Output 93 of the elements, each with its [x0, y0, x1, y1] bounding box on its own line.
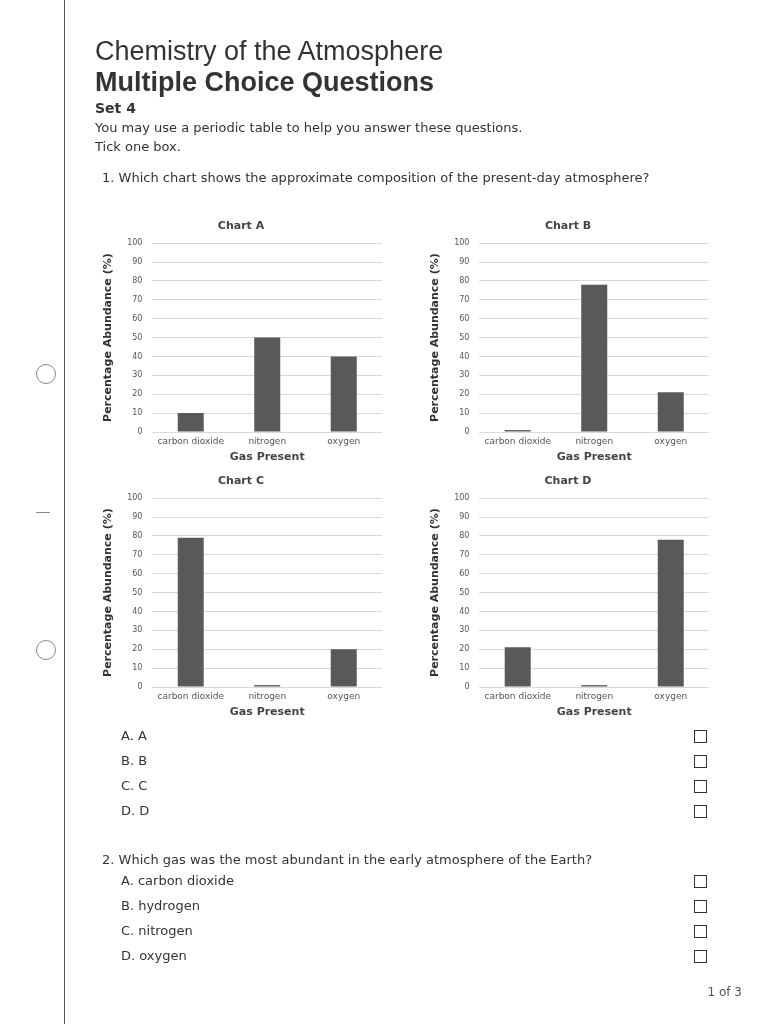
- text: B. B: [121, 753, 148, 768]
- bar: [330, 356, 357, 432]
- text: Multiple Choice Questions: [95, 67, 436, 98]
- y-tick-label: 90: [132, 257, 143, 267]
- text: C. nitrogen: [121, 923, 193, 938]
- y-tick-label: 80: [132, 531, 143, 541]
- x-tick-label: oxygen: [654, 435, 688, 446]
- y-tick-label: 30: [132, 625, 143, 635]
- y-tick-label: 70: [132, 294, 143, 304]
- text: A. A: [121, 728, 147, 743]
- y-tick-label: 100: [127, 238, 143, 248]
- text: Chemistry of the Atmosphere: [95, 36, 445, 67]
- y-tick-label: 50: [459, 332, 470, 342]
- bar: [657, 392, 684, 432]
- x-tick-label: oxygen: [327, 690, 361, 701]
- y-tick-label: 80: [459, 531, 470, 541]
- y-tick-label: 100: [454, 493, 470, 503]
- chart-title: Chart B: [544, 219, 592, 233]
- text: D. oxygen: [121, 948, 187, 963]
- y-tick-label: 90: [459, 257, 470, 267]
- y-tick-label: 60: [459, 313, 470, 323]
- x-axis-title: Gas Present: [556, 450, 632, 464]
- bar: [177, 413, 204, 432]
- y-tick-label: 100: [454, 238, 470, 248]
- y-tick-label: 90: [132, 512, 143, 522]
- y-axis-title: Percentage Abundance (%): [428, 253, 442, 422]
- text: Tick one box.: [95, 139, 182, 154]
- y-tick-label: 40: [459, 606, 470, 616]
- x-tick-label: nitrogen: [248, 435, 287, 446]
- bar: [657, 539, 684, 687]
- text: A. carbon dioxide: [121, 873, 234, 888]
- x-tick-label: carbon dioxide: [484, 435, 552, 446]
- y-tick-label: 50: [132, 587, 143, 597]
- text: 1. Which chart shows the approximate composition of the present-day atmosphere?: [102, 170, 651, 185]
- y-tick-label: 30: [132, 370, 143, 380]
- y-tick-label: 20: [459, 644, 470, 654]
- x-tick-label: nitrogen: [575, 435, 614, 446]
- y-tick-label: 20: [132, 644, 143, 654]
- text: B. hydrogen: [121, 898, 200, 913]
- y-tick-label: 60: [459, 568, 470, 578]
- y-tick-label: 40: [459, 351, 470, 361]
- y-tick-label: 20: [459, 389, 470, 399]
- y-tick-label: 80: [132, 276, 143, 286]
- bar: [581, 284, 608, 432]
- text: 2. Which gas was the most abundant in the early atmosphere of the Earth?: [102, 852, 594, 867]
- x-tick-label: carbon dioxide: [157, 435, 225, 446]
- y-tick-label: 40: [132, 606, 143, 616]
- bar: [254, 337, 281, 432]
- y-tick-label: 50: [132, 332, 143, 342]
- x-axis-title: Gas Present: [556, 705, 632, 719]
- y-tick-label: 90: [459, 512, 470, 522]
- y-tick-label: 60: [132, 313, 143, 323]
- text: Set 4: [95, 100, 137, 116]
- y-tick-label: 70: [459, 294, 470, 304]
- y-tick-label: 0: [137, 682, 143, 692]
- y-tick-label: 70: [132, 549, 143, 559]
- y-tick-label: 20: [132, 389, 143, 399]
- y-tick-label: 0: [137, 427, 143, 437]
- bar: [504, 647, 531, 687]
- y-axis-title: Percentage Abundance (%): [101, 253, 115, 422]
- y-axis-title: Percentage Abundance (%): [428, 508, 442, 677]
- x-tick-label: oxygen: [327, 435, 361, 446]
- y-tick-label: 30: [459, 370, 470, 380]
- x-tick-label: carbon dioxide: [157, 690, 225, 701]
- text: C. C: [121, 778, 148, 793]
- y-tick-label: 10: [132, 408, 143, 418]
- y-tick-label: 0: [464, 427, 470, 437]
- y-tick-label: 60: [132, 568, 143, 578]
- bar: [177, 537, 204, 687]
- x-axis-title: Gas Present: [229, 450, 305, 464]
- x-tick-label: nitrogen: [248, 690, 287, 701]
- chart-title: Chart C: [218, 474, 264, 488]
- y-tick-label: 10: [132, 663, 143, 673]
- y-axis-title: Percentage Abundance (%): [101, 508, 115, 677]
- y-tick-label: 10: [459, 408, 470, 418]
- y-tick-label: 100: [127, 493, 143, 503]
- x-tick-label: nitrogen: [575, 690, 614, 701]
- chart-title: Chart D: [544, 474, 592, 488]
- x-tick-label: oxygen: [654, 690, 688, 701]
- y-tick-label: 30: [459, 625, 470, 635]
- text: D. D: [121, 803, 150, 818]
- x-axis-title: Gas Present: [229, 705, 305, 719]
- x-tick-label: carbon dioxide: [484, 690, 552, 701]
- chart-title: Chart A: [217, 219, 265, 233]
- y-tick-label: 0: [464, 682, 470, 692]
- y-tick-label: 80: [459, 276, 470, 286]
- text: You may use a periodic table to help you answer these questions.: [95, 120, 524, 135]
- y-tick-label: 70: [459, 549, 470, 559]
- bar: [330, 649, 357, 687]
- y-tick-label: 50: [459, 587, 470, 597]
- text: 1 of 3: [706, 985, 742, 999]
- y-tick-label: 10: [459, 663, 470, 673]
- y-tick-label: 40: [132, 351, 143, 361]
